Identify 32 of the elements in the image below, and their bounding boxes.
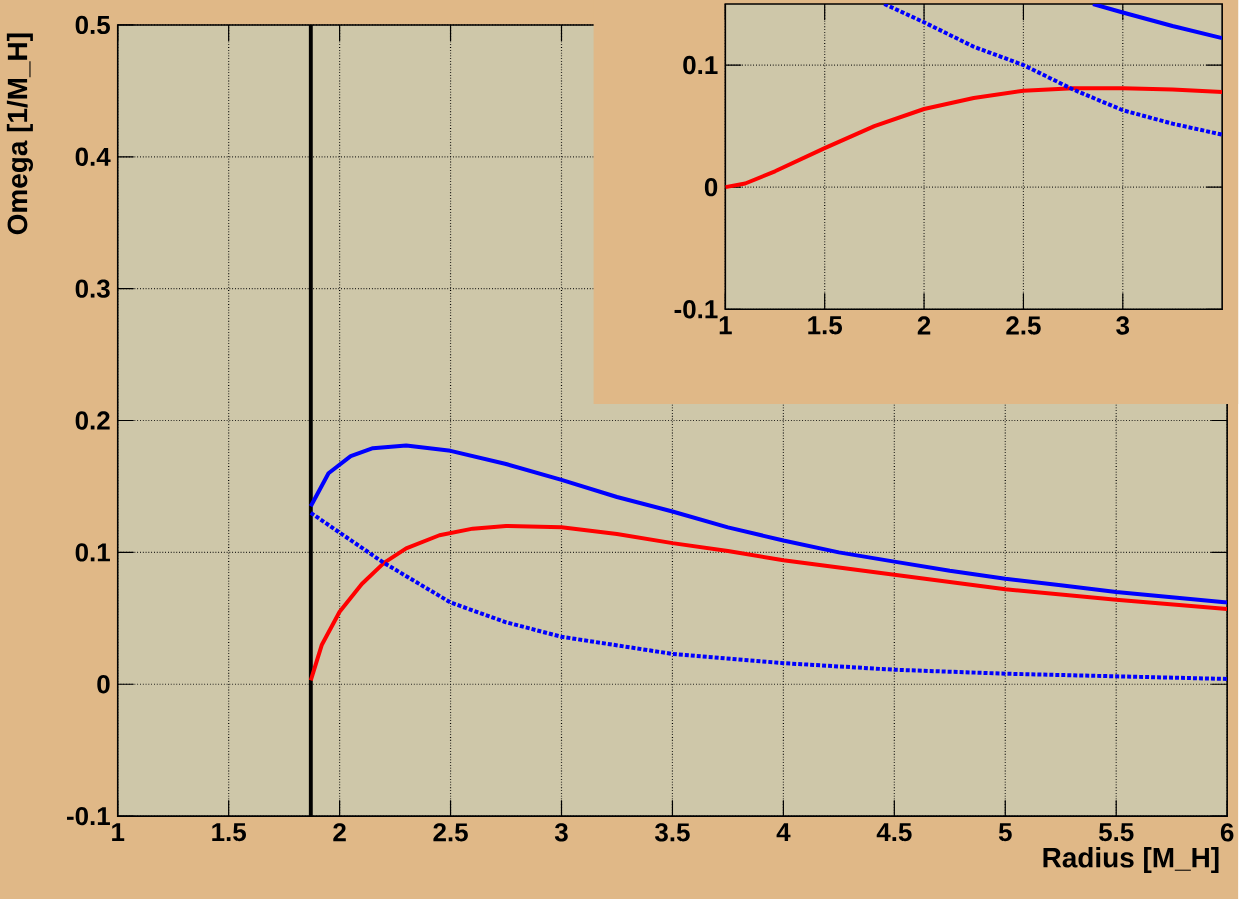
y-tick-label: 0: [97, 675, 110, 694]
y-tick-label: -0.1: [66, 806, 110, 826]
line-series: [1090, 4, 1223, 41]
x-tick-label: 3: [1116, 316, 1130, 335]
line-series: [882, 4, 1223, 137]
y-tick-label: 0.1: [683, 55, 718, 75]
x-tick-label: 5.5: [1098, 823, 1134, 842]
y-tick-label: -0.1: [674, 300, 718, 319]
x-tick-label: 1.5: [808, 316, 842, 335]
y-axis-title: Omega [1/M_H]: [6, 33, 34, 235]
y-tick-label: 0.2: [75, 411, 110, 430]
y-tick-label: 0.3: [75, 279, 110, 298]
y-tick-label: 0.4: [75, 147, 111, 167]
x-tick-label: 2.5: [433, 823, 468, 842]
x-tick-label: 6: [1220, 823, 1234, 842]
x-axis-title: Radius [M_H]: [1043, 847, 1219, 874]
x-tick-label: 2: [917, 316, 931, 335]
x-tick-label: 2.5: [1006, 316, 1041, 335]
line-series: [308, 443, 1228, 605]
x-tick-label: 1.5: [212, 823, 246, 842]
y-tick-label: 0.5: [75, 15, 110, 35]
x-tick-label: 4.5: [876, 823, 912, 842]
x-tick-label: 1: [112, 823, 125, 842]
x-tick-label: 1: [719, 316, 732, 335]
x-tick-label: 3: [554, 823, 568, 842]
x-tick-label: 3.5: [655, 823, 690, 842]
x-tick-label: 4: [776, 823, 791, 842]
x-tick-label: 2: [333, 823, 346, 842]
line-series: [725, 86, 1223, 190]
y-tick-label: 0: [704, 178, 718, 197]
x-tick-label: 5: [998, 823, 1012, 842]
y-tick-label: 0.1: [75, 543, 110, 562]
